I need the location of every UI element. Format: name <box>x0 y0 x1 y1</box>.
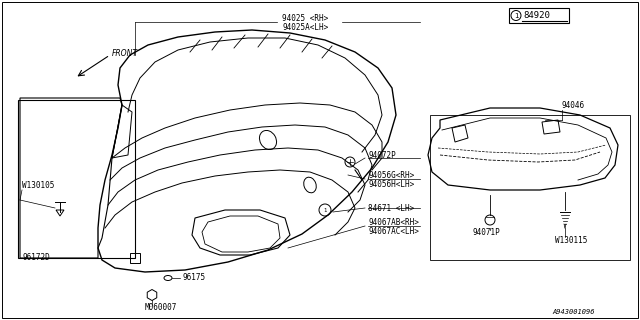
Text: 94067AC<LH>: 94067AC<LH> <box>368 227 419 236</box>
Text: 96172D: 96172D <box>22 253 50 262</box>
Text: 94067AB<RH>: 94067AB<RH> <box>368 218 419 227</box>
Text: 1: 1 <box>514 12 518 19</box>
Text: 94046: 94046 <box>562 100 585 109</box>
Text: FRONT: FRONT <box>112 49 138 58</box>
Text: M060007: M060007 <box>145 303 177 313</box>
Text: 94056H<LH>: 94056H<LH> <box>368 180 414 188</box>
Text: 1: 1 <box>323 207 327 212</box>
Text: 94072P: 94072P <box>368 150 396 159</box>
Text: 94056G<RH>: 94056G<RH> <box>368 171 414 180</box>
Text: W130105: W130105 <box>22 180 54 189</box>
Text: 94025 <RH>: 94025 <RH> <box>282 13 328 22</box>
Text: 96175: 96175 <box>182 274 205 283</box>
Text: A943001096: A943001096 <box>552 309 595 315</box>
Text: W130115: W130115 <box>555 236 588 244</box>
Text: 94071P: 94071P <box>472 228 500 236</box>
Text: 94025A<LH>: 94025A<LH> <box>282 22 328 31</box>
Text: 84671 <LH>: 84671 <LH> <box>368 204 414 212</box>
Text: 84920: 84920 <box>523 11 550 20</box>
